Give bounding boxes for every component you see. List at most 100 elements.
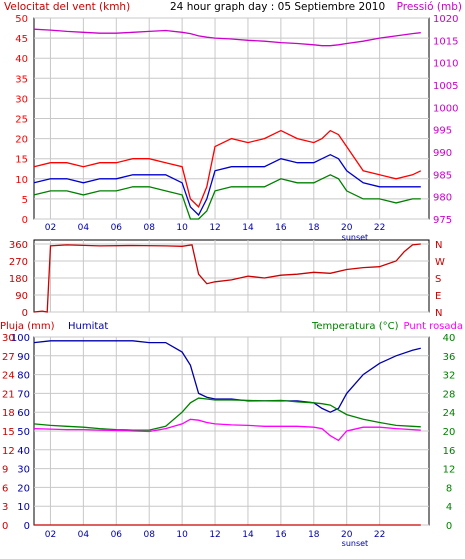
humidity-x-tick-label: 22 [374, 530, 385, 540]
temperature-y-tick-label: 24 [443, 408, 456, 419]
wind-y-tick-label: 0 [22, 215, 28, 226]
graph-title: 24 hour graph day : 05 Septiembre 2010 [170, 1, 385, 13]
wind-y-tick-label: 35 [15, 74, 28, 85]
humidity-y-tick-label: 20 [17, 483, 30, 494]
wind-x-tick-label: 02 [45, 223, 56, 233]
temperature-y-tick-label: 0 [446, 521, 452, 532]
temperature-y-tick-label: 20 [443, 427, 456, 438]
temperature-y-tick-label: 28 [443, 389, 456, 400]
wind-x-tick-label: 18 [308, 223, 320, 233]
pressure-y-tick-label: 985 [433, 170, 452, 181]
direction-letter: S [435, 274, 441, 285]
wind-y-tick-label: 45 [15, 34, 28, 45]
rain-y-tick-label: 24 [2, 371, 15, 382]
wind-x-tick-label: 04 [78, 223, 90, 233]
wind-x-tick-label: 14 [242, 223, 254, 233]
rain-y-tick-label: 0 [2, 521, 8, 532]
wind-x-tick-label: 06 [111, 223, 123, 233]
temperature-y-tick-label: 40 [443, 333, 456, 344]
temperature-y-tick-label: 4 [446, 502, 452, 513]
rain-y-tick-label: 12 [2, 446, 15, 457]
direction-y-tick-label: 360 [9, 240, 28, 251]
wind-y-tick-label: 20 [15, 135, 28, 146]
wind-x-tick-label: 20 [341, 223, 353, 233]
wind-y-tick-label: 10 [15, 175, 28, 186]
humidity-y-tick-label: 60 [17, 408, 30, 419]
direction-y-tick-label: 180 [9, 274, 28, 285]
humidity-y-tick-label: 80 [17, 371, 30, 382]
humidity-x-tick-label: 04 [78, 530, 90, 540]
humidity-x-tick-label: 18 [308, 530, 320, 540]
humidity-x-tick-label: 12 [209, 530, 220, 540]
wind-y-tick-label: 15 [15, 155, 28, 166]
wind-low-series [33, 174, 421, 220]
humidity-x-tick-label: 02 [45, 530, 56, 540]
wind-x-tick-label: 08 [143, 223, 155, 233]
rain-y-tick-label: 30 [2, 333, 15, 344]
temperature-series [33, 397, 421, 431]
pressure-y-tick-label: 1020 [433, 14, 458, 25]
humidity-series [33, 340, 421, 413]
humidity-y-tick-label: 100 [11, 333, 30, 344]
rain-y-tick-label: 9 [2, 465, 8, 476]
wind-gust-series [33, 129, 422, 209]
temperature-y-tick-label: 12 [443, 465, 456, 476]
pressure-y-tick-label: 980 [433, 193, 452, 204]
rain-y-tick-label: 3 [2, 502, 8, 513]
humidity-x-tick-label: 16 [275, 530, 287, 540]
humidity-y-tick-label: 90 [17, 352, 30, 363]
direction-letter: N [435, 240, 442, 251]
pressure-axis-title: Pressió (mb) [397, 1, 462, 13]
humidity-x-tick-label: 06 [111, 530, 123, 540]
wind-y-tick-label: 5 [22, 195, 28, 206]
data-series [33, 28, 422, 526]
humidity-x-tick-label: 08 [143, 530, 155, 540]
dewpoint-axis-title: Punt rosada [404, 321, 463, 332]
rain-y-tick-label: 6 [2, 483, 8, 494]
humidity-sunset-label: sunset [342, 539, 369, 548]
pressure-series [33, 28, 421, 47]
humidity-y-tick-label: 70 [17, 389, 30, 400]
pressure-y-tick-label: 1015 [433, 36, 458, 47]
humidity-x-tick-label: 14 [242, 530, 254, 540]
wind-x-tick-label: 12 [209, 223, 220, 233]
tick-labels: 02 04 06 08 10 12 14 16 18 20 22051015202530354045… [2, 14, 458, 548]
rain-y-tick-label: 18 [2, 408, 15, 419]
humidity-y-tick-label: 10 [17, 502, 30, 513]
wind-y-tick-label: 50 [15, 14, 28, 25]
pressure-y-tick-label: 1005 [433, 81, 458, 92]
temperature-y-tick-label: 36 [443, 352, 456, 363]
dewpoint-series [33, 418, 421, 442]
humidity-y-tick-label: 40 [17, 446, 30, 457]
direction-letter: E [435, 291, 441, 302]
direction-letter: N [435, 308, 442, 319]
pressure-y-tick-label: 1010 [433, 59, 458, 70]
pressure-y-tick-label: 975 [433, 215, 452, 226]
humidity-x-tick-label: 10 [176, 530, 188, 540]
humidity-x-tick-label: 20 [341, 530, 353, 540]
temperature-y-tick-label: 16 [443, 446, 456, 457]
temperature-axis-title: Temperatura (°C) [311, 321, 399, 332]
humidity-axis-title: Humitat [68, 321, 108, 332]
direction-letter: W [435, 257, 445, 268]
humidity-y-tick-label: 30 [17, 465, 30, 476]
grid-lines [34, 17, 429, 526]
direction-y-tick-label: 90 [15, 291, 28, 302]
rain-y-tick-label: 21 [2, 389, 15, 400]
humidity-y-tick-label: 0 [24, 521, 30, 532]
humidity-y-tick-label: 50 [17, 427, 30, 438]
direction-y-tick-label: 270 [9, 257, 28, 268]
wind-y-tick-label: 25 [15, 115, 28, 126]
wind-axis-title: Velocitat del vent (kmh) [4, 1, 130, 13]
pressure-y-tick-label: 1000 [433, 103, 458, 114]
wind-y-tick-label: 30 [15, 94, 28, 105]
pressure-y-tick-label: 995 [433, 126, 452, 137]
wind-average-series [33, 153, 421, 217]
wind-x-tick-label: 10 [176, 223, 188, 233]
rain-axis-title: Pluja (mm) [0, 321, 55, 332]
direction-y-tick-label: 0 [22, 308, 28, 319]
wind-y-tick-label: 40 [15, 54, 28, 65]
